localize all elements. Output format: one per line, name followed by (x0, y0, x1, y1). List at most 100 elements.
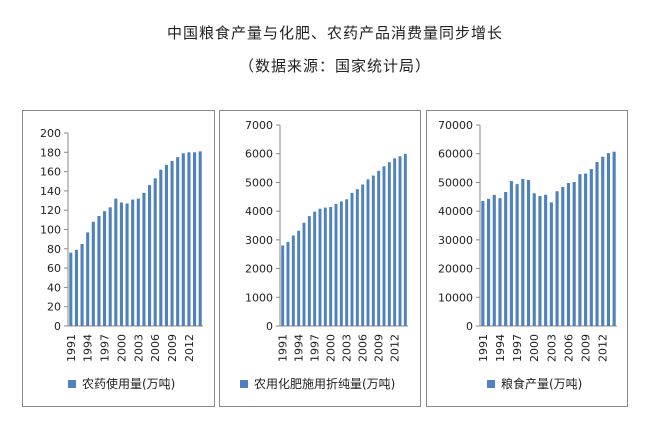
bar-1997 (313, 211, 317, 326)
legend-swatch (487, 379, 495, 388)
bar-2006 (566, 182, 571, 326)
bar-2013 (398, 156, 402, 326)
y-tick-label: 40000 (438, 205, 473, 218)
bar-1998 (318, 208, 322, 326)
legend-label: 农药使用量(万吨) (82, 377, 176, 391)
bar-2000 (532, 193, 536, 326)
bar-2005 (148, 185, 152, 326)
bar-2008 (164, 164, 168, 326)
bar-1991 (69, 252, 73, 326)
fertilizer-chart: 0 1000 2000 3000 4000 5000 6000 7000 1991 1994 199… (245, 119, 408, 362)
pesticide-chart-panel: 0 20 40 60 80 100 120 140 160 180 200 1991 1994 1997 2… (22, 110, 215, 407)
y-tick-label: 50000 (438, 176, 473, 189)
bar-2002 (544, 194, 548, 326)
x-tick-label: 1991 (477, 334, 490, 362)
grain-chart-panel: 0 10000 20000 30000 40000 50000 60000 70000 1991… (426, 110, 628, 407)
bar-1995 (302, 222, 306, 326)
bar-2002 (339, 201, 343, 326)
bar-1999 (114, 198, 118, 326)
bar-2001 (125, 203, 129, 326)
bar-1999 (323, 207, 327, 326)
bar-2007 (159, 169, 163, 326)
bar-1994 (86, 232, 90, 326)
y-tick-label: 80 (47, 243, 61, 256)
bar-1997 (515, 184, 519, 326)
bar-2004 (142, 192, 146, 326)
x-tick-label: 1994 (293, 334, 306, 362)
bar-2013 (606, 153, 611, 326)
bar-1992 (74, 249, 78, 326)
y-tick-label: 100 (40, 224, 61, 237)
bar-2001 (538, 196, 542, 326)
x-tick-label: 2000 (115, 334, 128, 362)
bar-1998 (521, 178, 525, 326)
y-tick-label: 30000 (438, 234, 473, 247)
y-tick-label: 3000 (245, 234, 273, 247)
bar-2009 (170, 160, 174, 326)
bar-2014 (612, 151, 616, 326)
y-tick-label: 7000 (245, 119, 273, 132)
bar-1993 (80, 243, 84, 326)
y-tick-label: 1000 (245, 291, 273, 304)
grain-chart: 0 10000 20000 30000 40000 50000 60000 70000 1991… (438, 119, 617, 362)
y-tick-label: 2000 (245, 263, 273, 276)
y-tick-label: 20 (47, 301, 61, 314)
x-tick-label: 1994 (494, 334, 507, 362)
bar-2013 (193, 152, 197, 326)
x-tick-label: 2012 (389, 334, 402, 362)
bar-2012 (187, 152, 191, 326)
grain-legend: 粮食产量(万吨) (427, 375, 627, 392)
bar-1992 (286, 241, 290, 326)
bar-2000 (329, 206, 333, 326)
bar-2008 (578, 174, 582, 326)
y-tick-label: 0 (266, 320, 273, 333)
bar-2007 (572, 181, 576, 326)
bar-2009 (584, 173, 588, 326)
page-title: 中国粮食产量与化肥、农药产品消费量同步增长 (166, 24, 503, 42)
x-tick-label: 1997 (309, 334, 322, 362)
bar-2005 (561, 187, 565, 326)
bar-2003 (549, 202, 553, 326)
x-tick-label: 2006 (357, 334, 370, 362)
bar-1991 (281, 245, 285, 326)
bar-2001 (334, 203, 338, 326)
bar-1994 (297, 230, 301, 326)
x-tick-label: 2003 (132, 334, 145, 362)
y-tick-label: 5000 (245, 176, 273, 189)
bar-1993 (492, 194, 496, 326)
bar-2004 (350, 192, 354, 326)
x-tick-label: 2012 (183, 334, 196, 362)
bar-2003 (136, 198, 140, 326)
y-tick-label: 0 (466, 320, 473, 333)
bar-1995 (504, 192, 508, 326)
bar-1991 (481, 201, 485, 326)
bar-2010 (589, 169, 593, 326)
fertilizer-legend: 农用化肥施用折纯量(万吨) (220, 375, 420, 392)
bar-2006 (153, 178, 157, 326)
x-tick-label: 1997 (511, 334, 524, 362)
x-tick-label: 2000 (325, 334, 338, 362)
x-tick-label: 2000 (528, 334, 541, 362)
bar-1996 (509, 181, 513, 326)
x-tick-label: 1997 (99, 334, 112, 362)
x-tick-label: 2006 (149, 334, 162, 362)
y-tick-label: 6000 (245, 148, 273, 161)
x-tick-label: 2009 (373, 334, 386, 362)
bar-2011 (387, 162, 391, 326)
bar-2005 (355, 189, 359, 326)
y-tick-label: 200 (40, 127, 61, 140)
bar-1996 (307, 216, 311, 326)
y-tick-label: 70000 (438, 119, 473, 132)
y-tick-label: 40 (47, 281, 61, 294)
bar-1994 (498, 198, 502, 326)
x-tick-label: 1991 (277, 334, 290, 362)
y-tick-label: 0 (54, 320, 61, 333)
bar-1993 (291, 235, 295, 326)
x-tick-label: 2012 (597, 334, 610, 362)
legend-label: 农用化肥施用折纯量(万吨) (254, 377, 396, 391)
fertilizer-chart-panel: 0 1000 2000 3000 4000 5000 6000 7000 1991 1994 199… (219, 110, 421, 407)
bar-2011 (595, 161, 599, 326)
bar-2010 (176, 157, 180, 326)
y-tick-label: 140 (40, 185, 61, 198)
bar-2002 (131, 199, 135, 326)
